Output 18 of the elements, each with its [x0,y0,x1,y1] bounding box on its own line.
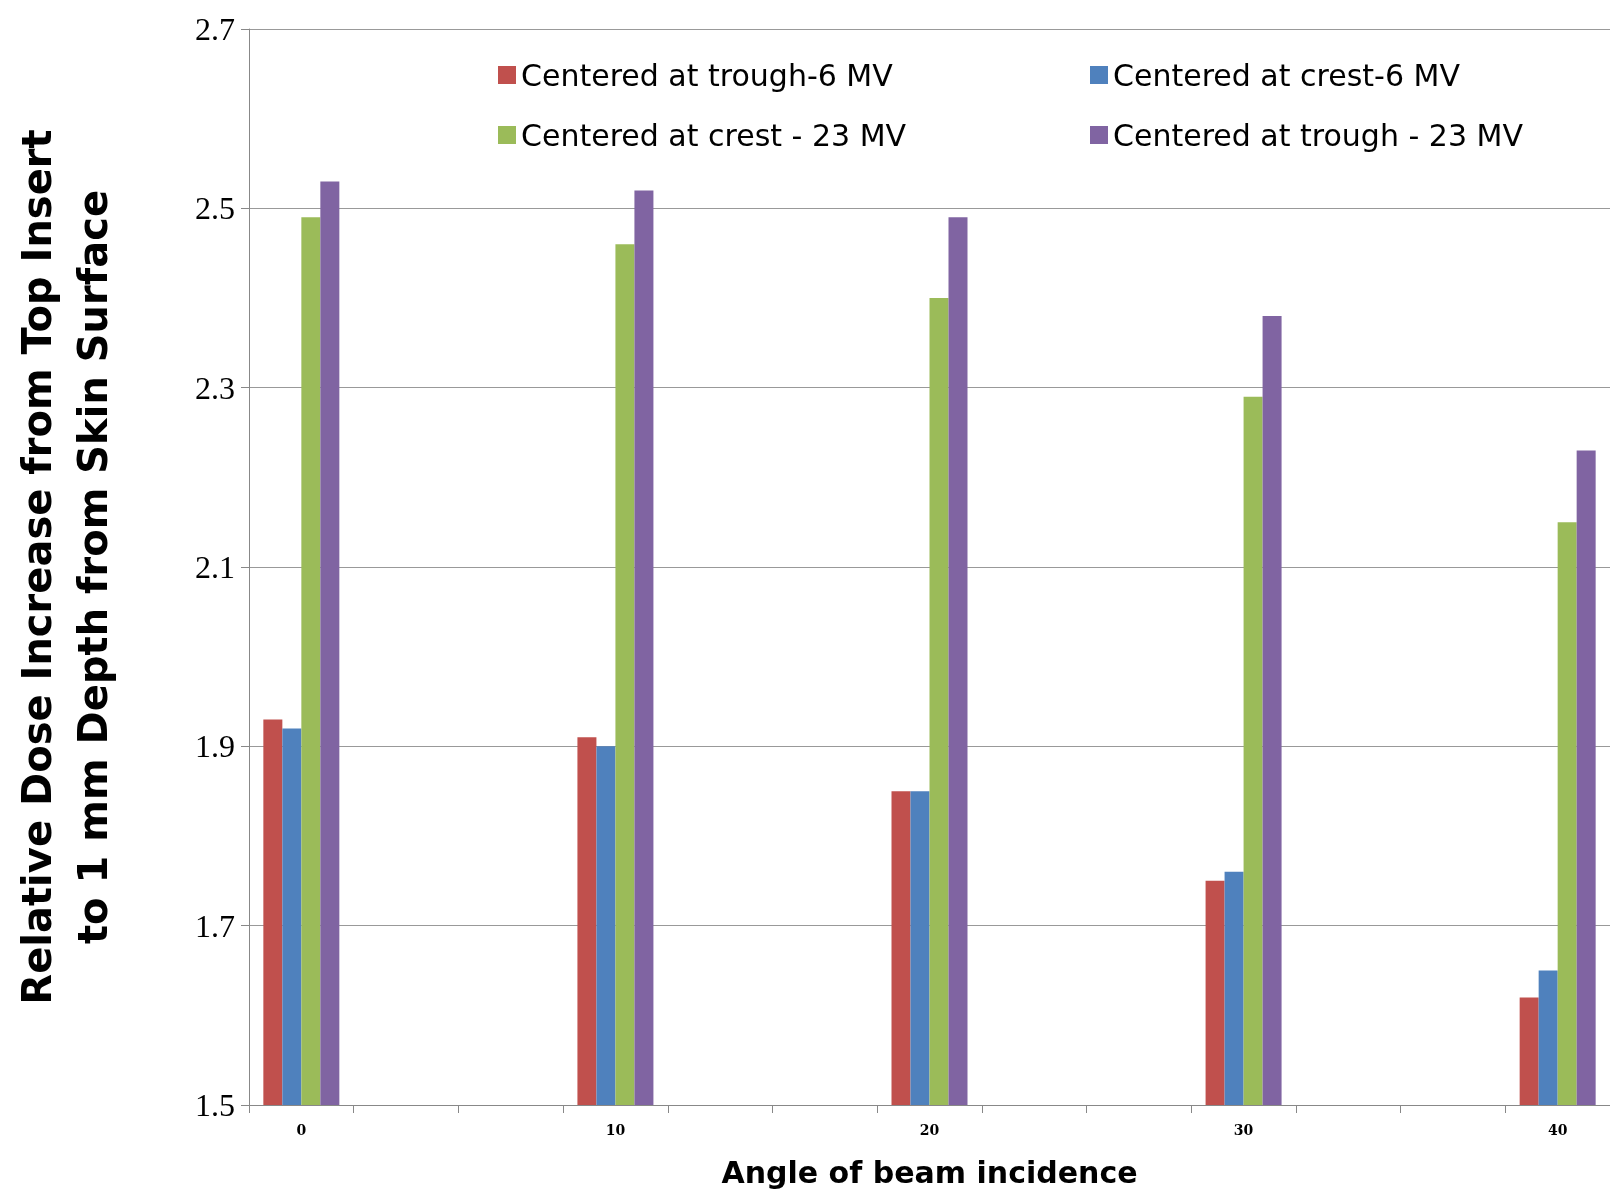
y-axis-title: Relative Dose Increase from Top Insert to 1 mm Depth from Skin Surface [14,129,116,1005]
legend-label: Centered at trough-6 MV [521,57,894,93]
x-tick-label: 20 [919,1122,940,1138]
y-tick-label: 1.7 [195,907,235,944]
y-tick-label: 2.5 [195,190,235,227]
legend-label: Centered at crest-6 MV [1113,57,1461,93]
legend-label: Centered at crest - 23 MV [521,117,907,153]
x-tick-label: 10 [605,1122,626,1138]
legend-label: Centered at trough - 23 MV [1113,117,1524,153]
y-tick-label: 1.5 [195,1087,235,1123]
x-axis-title: Angle of beam incidence [721,1154,1138,1190]
y-tick-label: 2.7 [195,11,235,47]
x-tick-label: 30 [1233,1122,1254,1138]
x-tick-label: 0 [296,1122,307,1138]
y-tick-label: 2.1 [195,549,235,585]
x-tick-label: 40 [1547,1122,1568,1138]
y-tick-label: 2.3 [195,369,235,406]
y-tick-label: 1.9 [195,728,235,765]
